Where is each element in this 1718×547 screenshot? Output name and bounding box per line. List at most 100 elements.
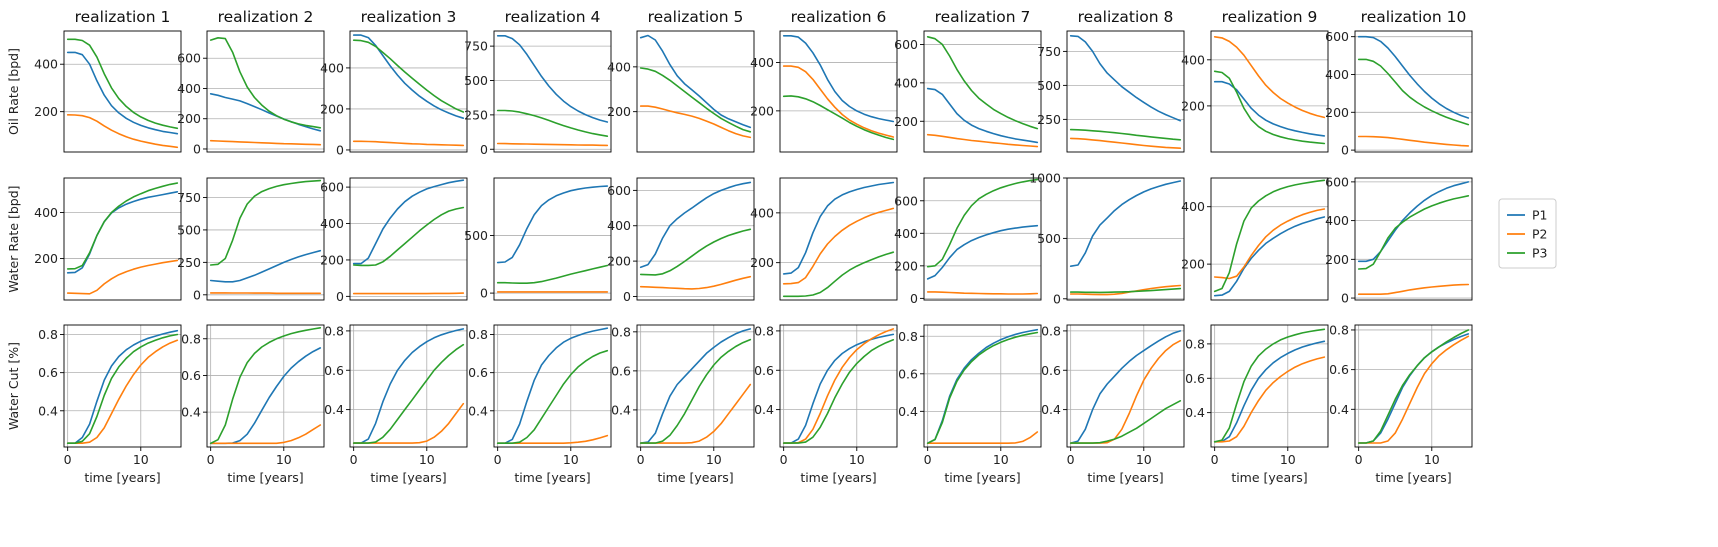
ytick-label-r3c10-2: 0.8 — [1329, 322, 1349, 337]
series-line-p2-r1c10 — [1357, 135, 1470, 147]
ytick-label-r1c4-3: 750 — [464, 39, 488, 54]
panel-frame-r1c5 — [636, 30, 755, 153]
ytick-label-r2c9-0: 200 — [1181, 257, 1205, 272]
panel-bg-r1c7 — [924, 31, 1041, 152]
panel-frame-r1c10 — [1354, 30, 1473, 153]
panel-bg-r3c10 — [1355, 325, 1472, 447]
ytick-label-r2c10-2: 400 — [1325, 213, 1349, 228]
series-line-p1-r1c9 — [1213, 80, 1326, 137]
series-line-p3-r3c9 — [1213, 328, 1326, 443]
ytick-label-r2c7-0: 0 — [910, 291, 918, 306]
ytick-label-r2c2-0: 0 — [193, 287, 201, 302]
series-line-p1-r2c2 — [209, 249, 322, 283]
series-line-p1-r1c10 — [1357, 35, 1470, 119]
series-line-p3-r1c7 — [926, 35, 1039, 130]
panel-bg-r1c3 — [350, 31, 467, 152]
series-line-p1-r3c3 — [352, 328, 465, 444]
panel-frame-r3c8 — [1066, 324, 1185, 448]
panel-frame-r2c6 — [779, 177, 898, 301]
series-line-p3-r3c10 — [1357, 329, 1470, 444]
xtick-label-r3c7-0: 0 — [924, 452, 932, 467]
ytick-label-r2c4-1: 500 — [464, 228, 488, 243]
panel-frame-r1c7 — [923, 30, 1042, 153]
ytick-label-r3c6-0: 0.4 — [754, 402, 774, 417]
ytick-label-r3c9-1: 0.6 — [1185, 371, 1205, 386]
panel-bg-r1c9 — [1211, 31, 1328, 152]
series-line-p2-r1c8 — [1069, 137, 1182, 149]
ytick-label-r3c9-0: 0.4 — [1185, 405, 1205, 420]
ytick-label-r1c2-3: 600 — [177, 51, 201, 66]
series-line-p3-r3c2 — [209, 326, 322, 445]
ytick-label-r3c4-0: 0.4 — [468, 403, 488, 418]
panel-bg-r2c2 — [207, 178, 324, 300]
legend-box — [1498, 198, 1557, 269]
ytick-label-r1c6-0: 200 — [750, 103, 774, 118]
series-line-p1-r2c9 — [1213, 216, 1326, 297]
ytick-label-r2c10-0: 0 — [1341, 291, 1349, 306]
series-line-p1-r1c7 — [926, 87, 1039, 144]
panel-bg-r1c5 — [637, 31, 754, 152]
series-line-p1-r3c9 — [1213, 340, 1326, 443]
xtick-label-r3c6-1: 10 — [849, 452, 865, 467]
ytick-label-r3c3-0: 0.4 — [324, 402, 344, 417]
series-line-p2-r2c10 — [1357, 283, 1470, 296]
panel-bg-r2c4 — [494, 178, 611, 300]
ylabel-row-1: Oil Rate [bpd] — [6, 48, 21, 135]
panel-bg-r2c9 — [1211, 178, 1328, 300]
panel-title-2: realization 2 — [218, 8, 314, 26]
xtick-label-r3c8-0: 0 — [1067, 452, 1075, 467]
ytick-label-r1c10-3: 600 — [1325, 29, 1349, 44]
series-line-p2-r3c7 — [926, 431, 1039, 445]
xtick-label-r3c10-1: 10 — [1424, 452, 1440, 467]
xtick-label-r3c5-1: 10 — [706, 452, 722, 467]
series-line-p1-r2c6 — [782, 181, 895, 275]
ytick-label-r1c1-1: 400 — [34, 57, 58, 72]
ytick-label-r3c6-2: 0.8 — [754, 323, 774, 338]
series-line-p1-r2c10 — [1357, 181, 1470, 263]
ytick-label-r3c7-0: 0.4 — [898, 404, 918, 419]
series-line-p1-r2c3 — [352, 179, 465, 265]
ytick-label-r1c9-1: 400 — [1181, 52, 1205, 67]
series-line-p2-r3c2 — [209, 424, 322, 445]
ytick-label-r1c2-1: 200 — [177, 111, 201, 126]
panel-frame-r3c1 — [63, 324, 182, 448]
panel-frame-r3c4 — [493, 324, 612, 448]
ytick-label-r2c5-0: 0 — [623, 289, 631, 304]
series-line-p3-r3c8 — [1069, 399, 1182, 444]
panel-title-10: realization 10 — [1361, 8, 1467, 26]
series-line-p1-r1c4 — [496, 34, 609, 123]
ytick-label-r3c7-1: 0.6 — [898, 366, 918, 381]
series-line-p2-r2c6 — [782, 207, 895, 285]
panel-frame-r1c1 — [63, 30, 182, 153]
series-line-p3-r2c4 — [496, 264, 609, 285]
xlabel-r3c6: time [years] — [800, 470, 876, 485]
panel-frame-r1c9 — [1210, 30, 1329, 153]
series-line-p2-r2c8 — [1069, 284, 1182, 296]
panel-title-9: realization 9 — [1222, 8, 1318, 26]
series-line-p3-r3c6 — [782, 338, 895, 444]
ytick-label-r1c10-2: 400 — [1325, 67, 1349, 82]
series-line-p3-r2c1 — [66, 182, 179, 270]
series-line-p1-r3c4 — [496, 327, 609, 445]
series-line-p3-r2c5 — [639, 228, 752, 276]
panel-bg-r3c6 — [780, 325, 897, 447]
xtick-label-r3c4-1: 10 — [563, 452, 579, 467]
xlabel-r3c7: time [years] — [944, 470, 1020, 485]
series-line-p1-r3c1 — [66, 329, 179, 445]
ytick-label-r2c5-3: 600 — [607, 183, 631, 198]
panel-frame-r2c8 — [1066, 177, 1185, 301]
series-line-p2-r1c1 — [66, 114, 179, 149]
panel-bg-r1c1 — [64, 31, 181, 152]
panel-title-4: realization 4 — [505, 8, 601, 26]
series-line-p3-r3c3 — [352, 343, 465, 444]
ytick-label-r3c1-1: 0.6 — [38, 365, 58, 380]
panel-bg-r2c5 — [637, 178, 754, 300]
ytick-label-r3c4-2: 0.8 — [468, 327, 488, 342]
xlabel-r3c1: time [years] — [84, 470, 160, 485]
ytick-label-r3c2-1: 0.6 — [181, 368, 201, 383]
panel-frame-r2c4 — [493, 177, 612, 301]
series-line-p3-r2c8 — [1069, 287, 1182, 294]
series-line-p3-r3c7 — [926, 331, 1039, 445]
ytick-label-r2c10-3: 600 — [1325, 174, 1349, 189]
series-line-p2-r3c1 — [66, 339, 179, 445]
